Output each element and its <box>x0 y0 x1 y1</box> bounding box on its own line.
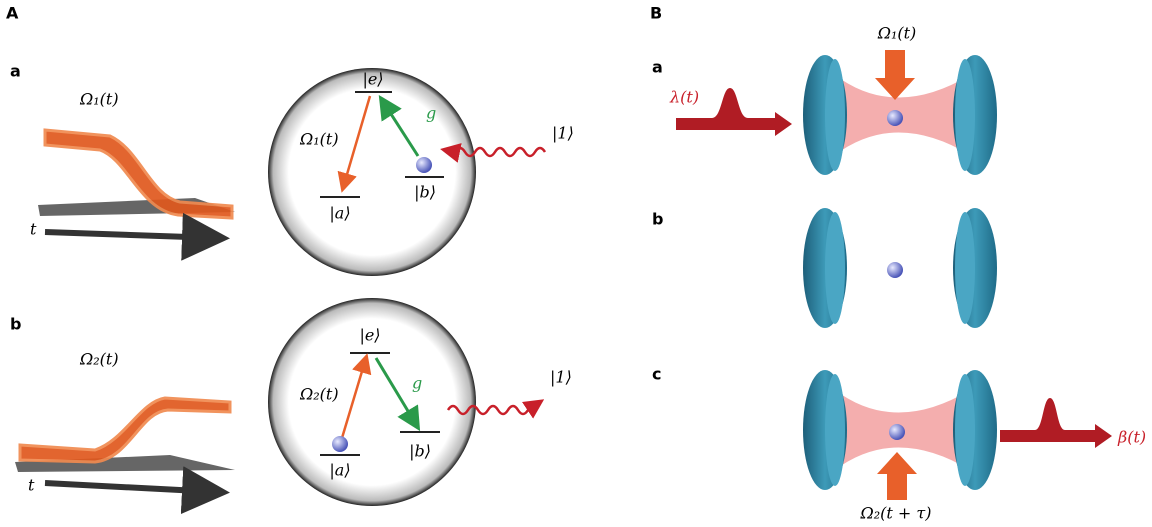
level-label: |a⟩ <box>329 461 350 480</box>
pulse-label: Ω₁(t) <box>79 90 119 109</box>
drive-label: Ω₁(t) <box>299 130 339 149</box>
figure: A a b Ω₁(t) t |e⟩ |a⟩ |b⟩ Ω₁(t) g |1⟩ Ω₂… <box>0 0 1152 527</box>
pump-arrow <box>875 50 915 100</box>
atom <box>332 436 348 452</box>
atom <box>887 110 903 126</box>
body: A a b Ω₁(t) t |e⟩ |a⟩ |b⟩ Ω₁(t) g |1⟩ Ω₂… <box>0 0 1152 527</box>
time-arrow <box>45 483 218 492</box>
pump-arrow <box>877 452 917 500</box>
output-pulse <box>1000 398 1112 448</box>
level-label: |e⟩ <box>362 70 383 89</box>
page: {"panel_A": {"label": "A", "rows": [ {"l… <box>0 0 1152 527</box>
drive-label: Ω₂(t) <box>299 385 339 404</box>
atom-sphere <box>268 68 476 276</box>
row-label: c <box>652 365 661 384</box>
time-label: t <box>30 220 37 239</box>
panel-label: B <box>650 4 662 23</box>
pulse-shape <box>20 398 230 462</box>
pump-label: Ω₂(t + τ) <box>859 504 931 523</box>
mirror-face <box>955 374 975 486</box>
row-label: b <box>652 210 663 229</box>
level-label: |e⟩ <box>359 326 380 345</box>
panel-label: A <box>6 4 19 23</box>
row-label: a <box>10 62 21 81</box>
mirror-face <box>955 212 975 324</box>
photon-label: |1⟩ <box>550 368 572 387</box>
row-label: b <box>10 315 21 334</box>
coupling-label: g <box>426 104 436 123</box>
atom <box>887 262 903 278</box>
level-label: |b⟩ <box>409 442 431 461</box>
pump-label: Ω₁(t) <box>877 24 917 43</box>
row-label: a <box>652 58 663 77</box>
mirror-face <box>825 212 845 324</box>
time-label: t <box>28 476 35 495</box>
pulse-label: Ω₂(t) <box>79 350 119 369</box>
level-label: |a⟩ <box>329 204 350 223</box>
photon-label: |1⟩ <box>552 124 574 143</box>
coupling-label: g <box>412 374 422 393</box>
mirror-face <box>825 374 845 486</box>
atom <box>416 157 432 173</box>
mirror-face <box>825 59 845 171</box>
atom <box>889 424 905 440</box>
input-label: λ(t) <box>669 88 699 107</box>
mirror-face <box>955 59 975 171</box>
time-arrow <box>45 232 218 238</box>
output-label: β(t) <box>1117 428 1146 447</box>
level-label: |b⟩ <box>414 183 436 202</box>
